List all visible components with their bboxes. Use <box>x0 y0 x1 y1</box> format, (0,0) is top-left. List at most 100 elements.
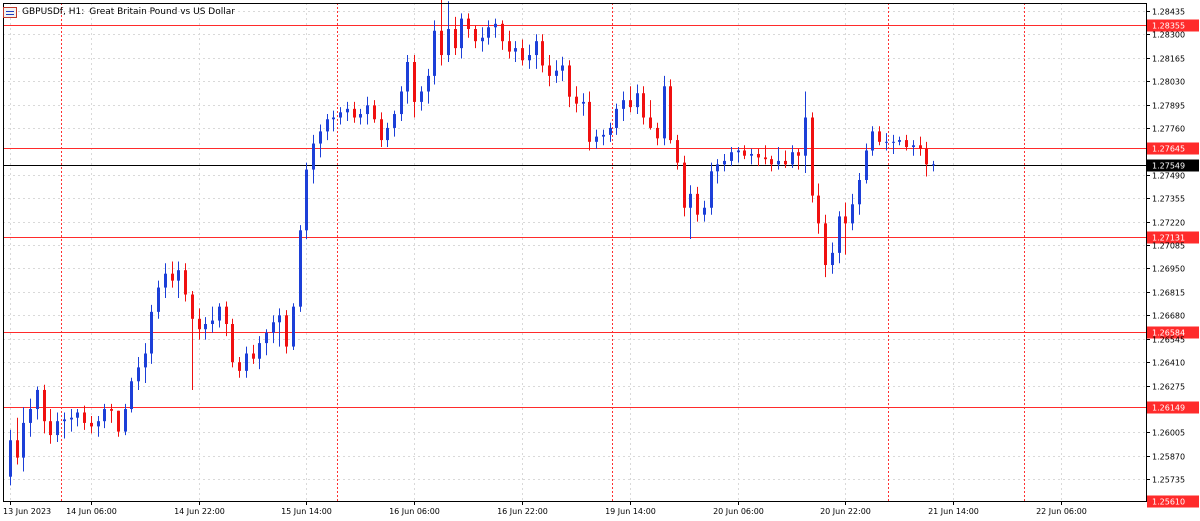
candle-body <box>851 204 854 224</box>
candle <box>460 13 463 59</box>
candle-body <box>663 86 666 139</box>
level-price-label: 1.26584 <box>1152 329 1185 338</box>
candle-body <box>642 93 645 118</box>
candle-body <box>696 193 699 215</box>
candle-body <box>22 422 25 458</box>
candle <box>204 317 207 340</box>
candle-body <box>420 91 423 102</box>
candle-body <box>413 61 416 102</box>
symbol-label: GBPUSDf, H1: <box>22 7 85 17</box>
candle <box>184 263 187 302</box>
candle-body <box>575 96 578 104</box>
candle-body <box>460 18 463 49</box>
candle <box>797 148 800 170</box>
candle-body <box>716 164 719 172</box>
candle-body <box>737 150 740 153</box>
candle <box>481 27 484 52</box>
time-tick-label: 14 Jun 06:00 <box>66 507 117 516</box>
candle-body <box>366 105 369 115</box>
candle <box>649 100 652 130</box>
candle <box>919 136 922 156</box>
candle <box>676 134 679 170</box>
candle-body <box>683 162 686 208</box>
candle <box>393 110 396 137</box>
candle-body <box>130 381 133 410</box>
candle <box>380 112 383 148</box>
price-tick-label: 1.27895 <box>1152 102 1185 111</box>
candle-body <box>70 417 73 420</box>
chart-grid <box>3 3 1146 501</box>
candle <box>467 13 470 38</box>
price-tick-label: 1.27760 <box>1152 125 1185 134</box>
candle-body <box>63 419 66 422</box>
candle-body <box>797 152 800 156</box>
candle-body <box>838 216 841 253</box>
candle-body <box>144 353 147 368</box>
time-tick-label: 16 Jun 06:00 <box>389 507 440 516</box>
candle <box>103 403 106 429</box>
candle-body <box>447 29 450 56</box>
candle <box>521 39 524 66</box>
candle <box>636 84 639 115</box>
candle-body <box>406 61 409 92</box>
candle-body <box>791 152 794 165</box>
candle <box>144 343 147 384</box>
candle <box>157 280 160 319</box>
candle <box>278 308 281 347</box>
candle <box>784 150 787 168</box>
candle <box>70 409 73 432</box>
candle <box>427 68 430 104</box>
candle-body <box>508 41 511 52</box>
candle-body <box>164 273 167 288</box>
candle <box>898 136 901 146</box>
candle-body <box>669 86 672 141</box>
candle-body <box>117 410 120 432</box>
candle-body <box>831 252 834 266</box>
candle <box>97 415 100 437</box>
candle <box>319 124 322 158</box>
candle-body <box>211 320 214 325</box>
price-axis: 1.28435 1.28300 1.28165 1.28030 1.27895 1.277… <box>1146 8 1185 485</box>
candle <box>265 329 268 356</box>
candle-body <box>373 105 376 120</box>
level-price-label: 1.26149 <box>1152 404 1185 413</box>
candle <box>824 214 827 278</box>
candle <box>43 384 46 434</box>
candle <box>150 304 153 364</box>
candle <box>871 126 874 156</box>
candle-body <box>757 153 760 158</box>
candle <box>555 60 558 83</box>
candle <box>400 86 403 121</box>
candle-body <box>912 145 915 148</box>
candle <box>339 107 342 125</box>
candle <box>211 306 214 333</box>
candle <box>124 403 127 436</box>
candle <box>912 140 915 156</box>
candle-body <box>29 409 32 423</box>
level-price-tag <box>1147 142 1199 155</box>
candle <box>791 145 794 168</box>
candle <box>683 155 686 217</box>
candle <box>474 25 477 49</box>
candle <box>932 160 935 172</box>
candle-body <box>703 207 706 215</box>
candle-body <box>278 315 281 323</box>
candle <box>568 60 571 108</box>
candlestick-series <box>9 0 935 486</box>
candle-body <box>433 30 436 76</box>
candle <box>420 86 423 111</box>
candle <box>535 34 538 69</box>
candle-body <box>90 422 93 427</box>
candle <box>63 412 66 439</box>
candle-body <box>238 362 241 371</box>
candle <box>225 301 228 337</box>
candle-body <box>184 270 187 295</box>
candle-body <box>76 412 79 418</box>
candle <box>22 407 25 472</box>
price-tick-label: 1.26410 <box>1152 359 1185 368</box>
candle-body <box>285 315 288 347</box>
candle <box>831 242 834 274</box>
candle-body <box>9 440 12 477</box>
time-tick-label: 16 Jun 22:00 <box>497 507 548 516</box>
